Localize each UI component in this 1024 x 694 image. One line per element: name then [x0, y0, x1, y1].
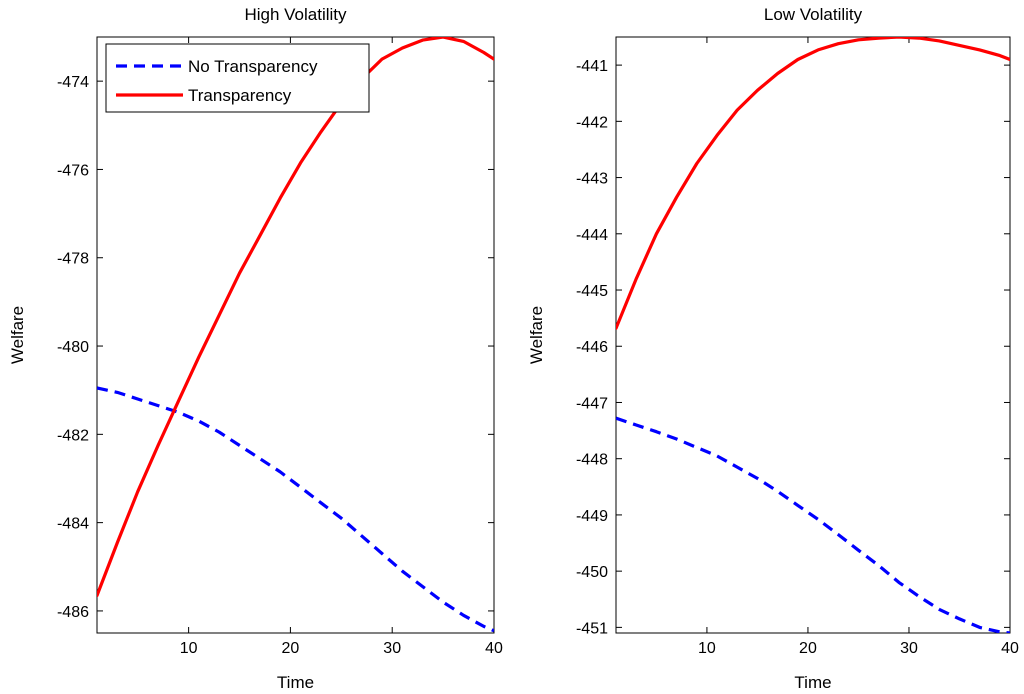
x-tick-label: 30 — [383, 640, 401, 657]
chart-panel-2: Low Volatility 10 20 30 40 -451 -450 -449 -448 -4… — [527, 5, 1019, 692]
y-tick-label: -442 — [576, 114, 608, 131]
legend: No Transparency Transparency — [105, 43, 370, 113]
series-line-transparency — [616, 37, 1010, 330]
y-tick-label: -451 — [576, 620, 608, 637]
chart-title: High Volatility — [244, 5, 347, 24]
y-tick-label: -478 — [57, 251, 89, 268]
chart-panel-1: High Volatility 10 20 30 40 -486 -484 -482 -480 -… — [8, 5, 503, 692]
x-tick-label: 10 — [698, 640, 716, 657]
y-tick-label: -480 — [57, 339, 89, 356]
x-tick-label: 40 — [1001, 640, 1019, 657]
y-tick-label: -446 — [576, 339, 608, 356]
y-tick-label: -484 — [57, 516, 89, 533]
series-line-no-transparency — [97, 386, 494, 633]
y-tick-label: -449 — [576, 508, 608, 525]
y-tick-label: -474 — [57, 74, 89, 91]
y-tick-label: -443 — [576, 171, 608, 188]
y-tick-label: -445 — [576, 283, 608, 300]
x-tick-label: 30 — [900, 640, 918, 657]
y-axis-label: Welfare — [8, 306, 27, 364]
x-axis-label: Time — [277, 673, 314, 692]
legend-label: No Transparency — [188, 57, 318, 76]
legend-box — [105, 43, 370, 113]
x-tick-label: 10 — [180, 640, 198, 657]
series-line-transparency — [97, 37, 494, 598]
y-tick-label: -482 — [57, 427, 89, 444]
y-tick-label: -448 — [576, 452, 608, 469]
x-axis-label: Time — [794, 673, 831, 692]
x-tick-label: 20 — [282, 640, 300, 657]
plot-area — [96, 36, 495, 634]
y-axis-label: Welfare — [527, 306, 546, 364]
x-tick-label: 20 — [799, 640, 817, 657]
y-tick-label: -476 — [57, 162, 89, 179]
y-tick-label: -450 — [576, 564, 608, 581]
chart-title: Low Volatility — [764, 5, 863, 24]
legend-label: Transparency — [188, 86, 292, 105]
plot-area — [615, 36, 1011, 634]
y-tick-label: -441 — [576, 58, 608, 75]
y-tick-label: -486 — [57, 604, 89, 621]
x-tick-label: 40 — [485, 640, 503, 657]
y-tick-label: -444 — [576, 227, 608, 244]
y-tick-label: -447 — [576, 395, 608, 412]
